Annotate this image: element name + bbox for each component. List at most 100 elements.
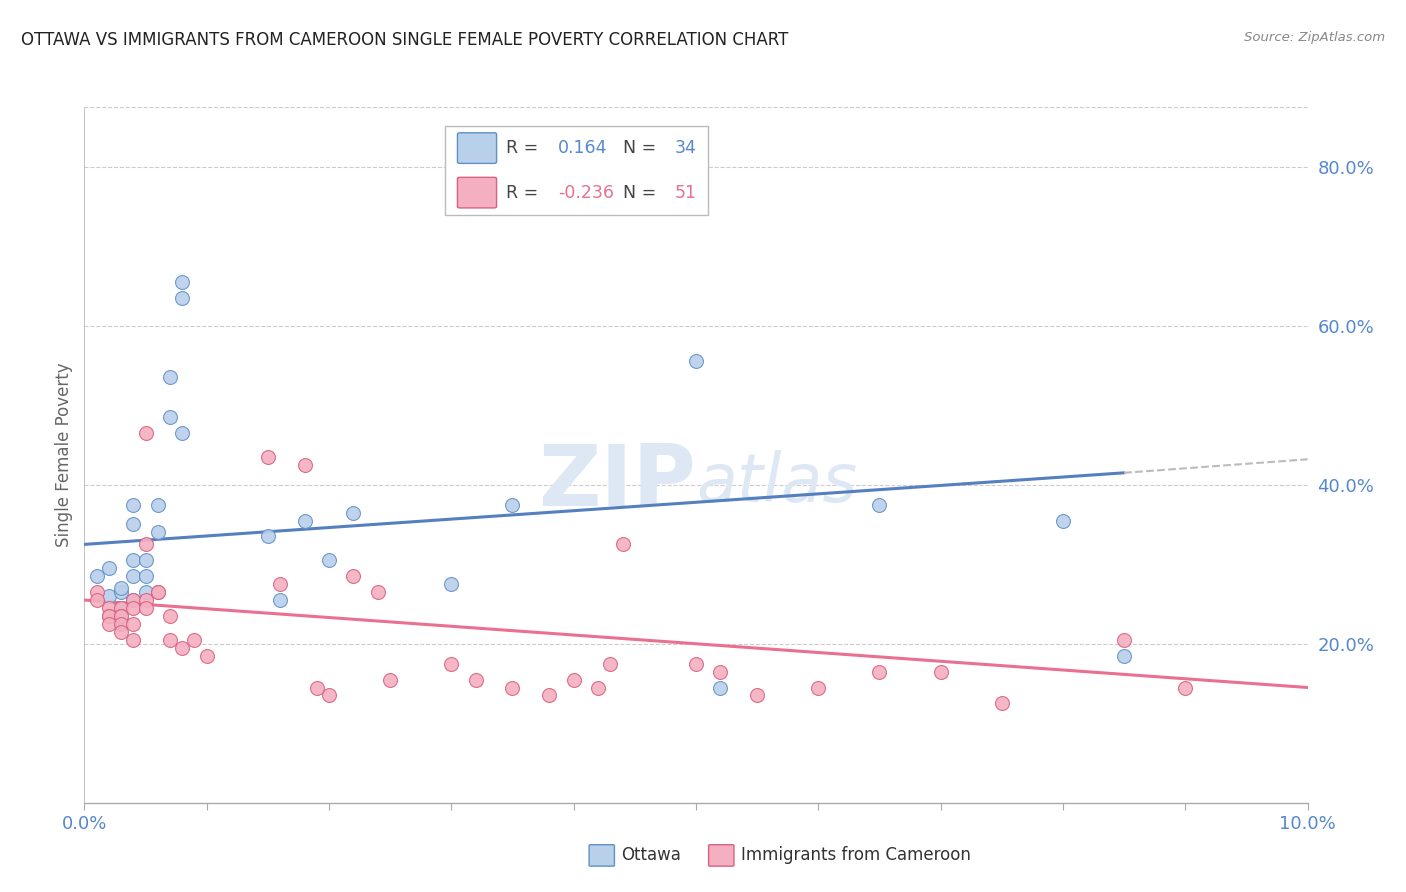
Point	[159, 632, 181, 647]
Text: 51: 51	[675, 184, 697, 202]
Point	[269, 593, 291, 607]
FancyBboxPatch shape	[457, 133, 496, 163]
Point	[110, 601, 132, 615]
Point	[172, 291, 194, 305]
Point	[110, 585, 132, 599]
Text: atlas: atlas	[696, 450, 858, 516]
Point	[135, 569, 157, 583]
Point	[538, 689, 561, 703]
Point	[97, 616, 120, 631]
Point	[380, 673, 402, 687]
Point	[122, 553, 145, 567]
Text: -0.236: -0.236	[558, 184, 614, 202]
Point	[172, 275, 194, 289]
Point	[110, 616, 132, 631]
Text: Ottawa: Ottawa	[621, 847, 682, 864]
Point	[709, 681, 731, 695]
Point	[183, 632, 205, 647]
Point	[135, 601, 157, 615]
Point	[318, 689, 340, 703]
Point	[342, 569, 364, 583]
Point	[122, 569, 145, 583]
Text: N =: N =	[623, 139, 661, 157]
Point	[172, 425, 194, 440]
Point	[342, 506, 364, 520]
Point	[562, 673, 585, 687]
Point	[318, 553, 340, 567]
Y-axis label: Single Female Poverty: Single Female Poverty	[55, 363, 73, 547]
Point	[294, 514, 316, 528]
Point	[86, 569, 108, 583]
Point	[86, 585, 108, 599]
Point	[110, 624, 132, 639]
Point	[1174, 681, 1197, 695]
Text: R =: R =	[506, 139, 544, 157]
Point	[612, 537, 634, 551]
Point	[269, 577, 291, 591]
Point	[685, 657, 707, 671]
Point	[135, 425, 157, 440]
Point	[929, 665, 952, 679]
Point	[146, 585, 169, 599]
Point	[86, 593, 108, 607]
Point	[97, 589, 120, 603]
Point	[1114, 632, 1136, 647]
Point	[195, 648, 218, 663]
Point	[440, 577, 463, 591]
Point	[97, 601, 120, 615]
Point	[146, 525, 169, 540]
FancyBboxPatch shape	[457, 178, 496, 208]
Point	[1052, 514, 1074, 528]
Point	[172, 640, 194, 655]
Point	[146, 585, 169, 599]
Point	[110, 601, 132, 615]
Text: 34: 34	[675, 139, 697, 157]
Text: Immigrants from Cameroon: Immigrants from Cameroon	[741, 847, 970, 864]
Text: OTTAWA VS IMMIGRANTS FROM CAMEROON SINGLE FEMALE POVERTY CORRELATION CHART: OTTAWA VS IMMIGRANTS FROM CAMEROON SINGL…	[21, 31, 789, 49]
Point	[146, 498, 169, 512]
Point	[110, 609, 132, 624]
Point	[122, 498, 145, 512]
Point	[869, 498, 891, 512]
Point	[135, 553, 157, 567]
Point	[685, 354, 707, 368]
Point	[502, 498, 524, 512]
Point	[135, 585, 157, 599]
Point	[122, 517, 145, 532]
Text: N =: N =	[623, 184, 661, 202]
Point	[599, 657, 621, 671]
Point	[97, 561, 120, 575]
Point	[807, 681, 830, 695]
Point	[586, 681, 609, 695]
Point	[502, 681, 524, 695]
Point	[135, 593, 157, 607]
Point	[97, 609, 120, 624]
Text: ZIP: ZIP	[538, 442, 696, 524]
Point	[110, 616, 132, 631]
Point	[991, 697, 1014, 711]
Point	[159, 609, 181, 624]
Point	[1114, 648, 1136, 663]
Point	[305, 681, 328, 695]
Text: Source: ZipAtlas.com: Source: ZipAtlas.com	[1244, 31, 1385, 45]
Point	[747, 689, 769, 703]
Point	[122, 616, 145, 631]
Point	[464, 673, 486, 687]
FancyBboxPatch shape	[446, 126, 709, 215]
Text: 0.164: 0.164	[558, 139, 607, 157]
Point	[122, 601, 145, 615]
Point	[159, 410, 181, 425]
Point	[869, 665, 891, 679]
Point	[135, 537, 157, 551]
Point	[110, 609, 132, 624]
Point	[257, 529, 280, 543]
Point	[122, 593, 145, 607]
Point	[709, 665, 731, 679]
Point	[159, 370, 181, 384]
Point	[97, 609, 120, 624]
Point	[367, 585, 389, 599]
Point	[110, 581, 132, 595]
Point	[122, 632, 145, 647]
Point	[122, 593, 145, 607]
Point	[440, 657, 463, 671]
